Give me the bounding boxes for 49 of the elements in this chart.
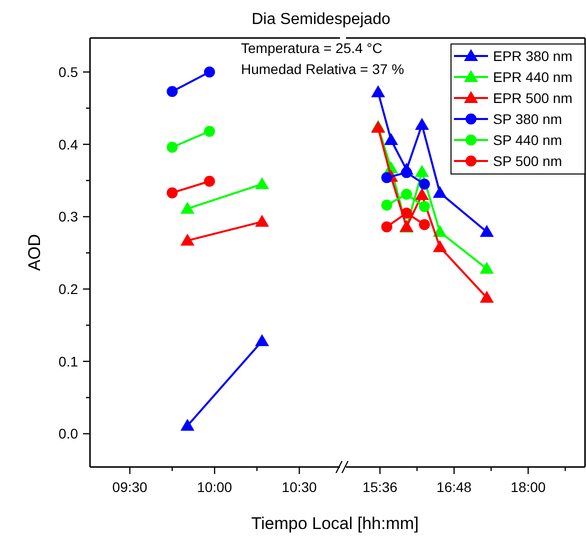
point: [414, 118, 429, 130]
x-tick-label: 09:30: [112, 479, 148, 495]
legend-label: SP 500 nm: [493, 153, 562, 169]
point: [480, 262, 494, 274]
y-tick-label: 0.1: [58, 353, 78, 370]
y-tick-label: 0.3: [58, 208, 78, 225]
point: [432, 186, 447, 198]
legend-label: EPR 380 nm: [493, 48, 572, 64]
point: [418, 201, 430, 212]
point: [204, 66, 215, 78]
point: [384, 133, 398, 146]
point: [480, 224, 494, 237]
point: [166, 187, 178, 198]
point: [381, 200, 392, 211]
point: [381, 172, 392, 184]
legend-label: SP 380 nm: [493, 111, 562, 127]
point: [418, 178, 430, 190]
legend-label: SP 440 nm: [493, 132, 562, 148]
point: [401, 208, 412, 219]
point: [204, 176, 215, 187]
y-tick-label: 0.5: [58, 64, 78, 80]
point: [401, 167, 412, 178]
point: [414, 188, 429, 200]
legend-label: EPR 500 nm: [493, 90, 572, 106]
x-tick-label: 15:36: [362, 479, 398, 495]
y-tick-label: 0.2: [58, 281, 78, 298]
point: [401, 188, 412, 200]
point: [381, 221, 392, 232]
point: [418, 219, 430, 230]
point: [432, 240, 447, 252]
point: [480, 290, 494, 303]
chart-title: Dia Semidespejado: [252, 11, 390, 28]
point: [432, 224, 447, 237]
annotation: Humedad Relativa = 37 %: [241, 61, 404, 77]
point: [371, 85, 386, 98]
x-tick-label: 10:00: [197, 479, 232, 495]
x-tick-label: 18:00: [510, 479, 546, 495]
x-tick-label: 16:48: [436, 479, 472, 495]
legend-label: EPR 440 nm: [493, 69, 572, 85]
x-tick-label: 10:30: [282, 479, 318, 495]
y-tick-label: 0.0: [58, 426, 78, 442]
x-axis-title: Tiempo Local [hh:mm]: [251, 514, 419, 533]
point: [166, 142, 178, 153]
y-tick-label: 0.4: [58, 136, 78, 152]
y-axis-title: AOD: [25, 234, 44, 271]
point: [166, 86, 178, 98]
point: [204, 126, 215, 137]
point: [414, 164, 429, 177]
annotation: Temperatura = 25.4 °C: [241, 40, 382, 56]
